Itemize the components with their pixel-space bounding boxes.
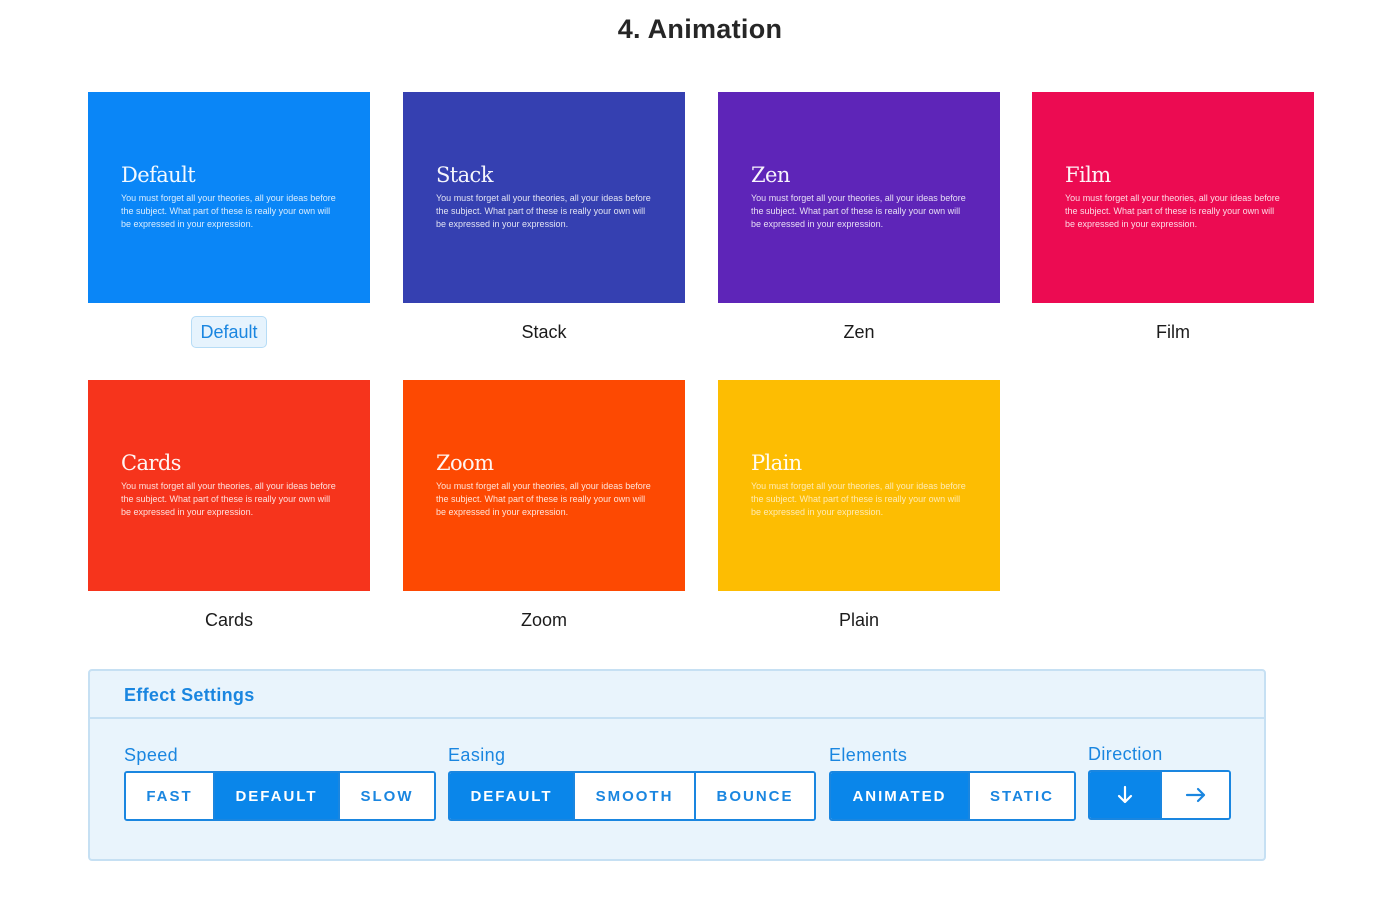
preview-title: Zen bbox=[751, 163, 790, 187]
speed-slow-button[interactable]: SLOW bbox=[340, 773, 434, 819]
animation-preview[interactable]: Zen You must forget all your theories, a… bbox=[718, 92, 1000, 303]
animation-label[interactable]: Zen bbox=[843, 322, 875, 342]
animation-card-zoom[interactable]: Zoom You must forget all your theories, … bbox=[403, 380, 685, 640]
preview-title: Film bbox=[1065, 163, 1111, 187]
direction-selector bbox=[1088, 770, 1231, 820]
preview-title: Stack bbox=[436, 163, 493, 187]
animation-preview[interactable]: Default You must forget all your theorie… bbox=[88, 92, 370, 303]
speed-label: Speed bbox=[124, 745, 179, 765]
preview-text: You must forget all your theories, all y… bbox=[121, 481, 336, 517]
animation-card-cards[interactable]: Cards You must forget all your theories,… bbox=[88, 380, 370, 640]
easing-selector: DEFAULT SMOOTH BOUNCE bbox=[448, 771, 816, 821]
easing-bounce-button[interactable]: BOUNCE bbox=[696, 773, 814, 819]
animation-preview[interactable]: Cards You must forget all your theories,… bbox=[88, 380, 370, 591]
direction-right-button[interactable] bbox=[1162, 772, 1229, 818]
preview-text: You must forget all your theories, all y… bbox=[121, 193, 336, 229]
page-title: 4. Animation bbox=[617, 14, 783, 44]
settings-title: Effect Settings bbox=[124, 685, 255, 705]
animation-label[interactable]: Default bbox=[88, 316, 370, 352]
preview-text: You must forget all your theories, all y… bbox=[751, 481, 966, 517]
speed-group: Speed FAST DEFAULT SLOW bbox=[124, 745, 436, 821]
easing-label: Easing bbox=[448, 745, 506, 765]
elements-static-button[interactable]: STATIC bbox=[970, 773, 1074, 819]
animation-preview[interactable]: Plain You must forget all your theories,… bbox=[718, 380, 1000, 591]
animation-card-zen[interactable]: Zen You must forget all your theories, a… bbox=[718, 92, 1000, 352]
preview-text: You must forget all your theories, all y… bbox=[751, 193, 966, 229]
preview-text: You must forget all your theories, all y… bbox=[436, 481, 651, 517]
easing-group: Easing DEFAULT SMOOTH BOUNCE bbox=[448, 745, 816, 821]
easing-default-button[interactable]: DEFAULT bbox=[450, 773, 575, 819]
effect-settings-panel: Effect Settings Speed FAST DEFAULT SLOW … bbox=[88, 669, 1266, 861]
animation-preview[interactable]: Stack You must forget all your theories,… bbox=[403, 92, 685, 303]
animation-label[interactable]: Zoom bbox=[520, 610, 567, 630]
preview-text: You must forget all your theories, all y… bbox=[1065, 193, 1280, 229]
arrow-right-icon bbox=[1185, 787, 1205, 803]
preview-title: Zoom bbox=[436, 451, 494, 475]
preview-title: Default bbox=[121, 163, 196, 187]
elements-selector: ANIMATED STATIC bbox=[829, 771, 1076, 821]
speed-fast-button[interactable]: FAST bbox=[126, 773, 215, 819]
animation-card-plain[interactable]: Plain You must forget all your theories,… bbox=[718, 380, 1000, 640]
animation-label[interactable]: Film bbox=[1156, 322, 1190, 342]
direction-label: Direction bbox=[1088, 744, 1163, 764]
elements-label: Elements bbox=[829, 745, 908, 765]
preview-text: You must forget all your theories, all y… bbox=[436, 193, 651, 229]
preview-title: Plain bbox=[751, 451, 802, 475]
animation-card-film[interactable]: Film You must forget all your theories, … bbox=[1032, 92, 1314, 352]
animation-label[interactable]: Cards bbox=[204, 610, 253, 630]
easing-smooth-button[interactable]: SMOOTH bbox=[575, 773, 696, 819]
speed-default-button[interactable]: DEFAULT bbox=[215, 773, 340, 819]
settings-header: Effect Settings bbox=[90, 671, 1264, 719]
animation-preview[interactable]: Zoom You must forget all your theories, … bbox=[403, 380, 685, 591]
elements-group: Elements ANIMATED STATIC bbox=[829, 745, 1076, 821]
animation-label[interactable]: Plain bbox=[838, 610, 880, 630]
direction-group: Direction bbox=[1088, 744, 1231, 820]
animation-card-default[interactable]: Default You must forget all your theorie… bbox=[88, 92, 370, 352]
direction-down-button[interactable] bbox=[1090, 772, 1162, 818]
speed-selector: FAST DEFAULT SLOW bbox=[124, 771, 436, 821]
animation-card-stack[interactable]: Stack You must forget all your theories,… bbox=[403, 92, 685, 352]
animation-label[interactable]: Stack bbox=[521, 322, 567, 342]
preview-title: Cards bbox=[121, 451, 181, 475]
animation-preview[interactable]: Film You must forget all your theories, … bbox=[1032, 92, 1314, 303]
arrow-down-icon bbox=[1117, 785, 1133, 804]
elements-animated-button[interactable]: ANIMATED bbox=[831, 773, 970, 819]
